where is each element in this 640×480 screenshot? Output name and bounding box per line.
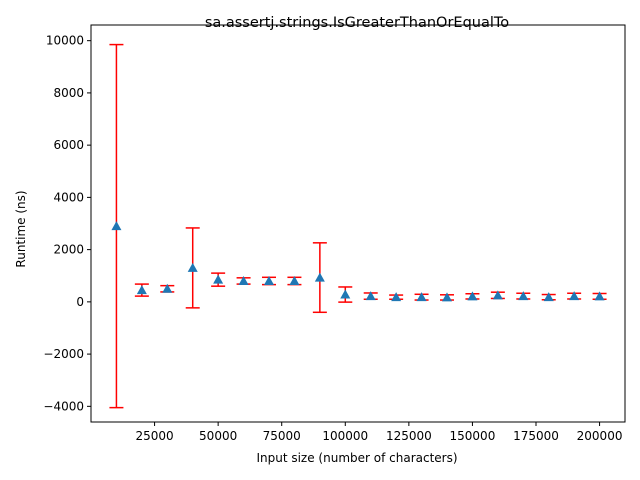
triangle-marker bbox=[238, 275, 249, 285]
triangle-marker bbox=[111, 221, 122, 231]
x-tick-label: 125000 bbox=[386, 429, 432, 443]
plot-area bbox=[109, 43, 607, 409]
data-point bbox=[312, 242, 327, 314]
data-point bbox=[363, 291, 378, 301]
data-point bbox=[134, 283, 149, 297]
triangle-marker bbox=[314, 272, 325, 282]
triangle-marker bbox=[365, 291, 376, 301]
data-point bbox=[160, 283, 175, 293]
triangle-marker bbox=[492, 290, 503, 300]
x-tick-label: 150000 bbox=[450, 429, 496, 443]
y-axis-title: Runtime (ns) bbox=[14, 190, 28, 267]
data-point bbox=[185, 227, 200, 309]
data-point bbox=[440, 292, 454, 302]
triangle-marker bbox=[518, 291, 529, 301]
y-tick-label: −2000 bbox=[43, 347, 84, 361]
triangle-marker bbox=[543, 292, 554, 302]
triangle-marker bbox=[213, 274, 224, 284]
y-tick-label: 6000 bbox=[53, 138, 84, 152]
triangle-marker bbox=[391, 292, 402, 302]
data-point bbox=[262, 275, 276, 286]
data-point bbox=[490, 290, 505, 300]
y-axis: −4000 −2000 0 2000 4000 6000 8000 10000 bbox=[43, 34, 91, 413]
data-point bbox=[338, 286, 353, 303]
triangle-marker bbox=[289, 275, 300, 285]
triangle-marker bbox=[569, 291, 580, 301]
plot-frame bbox=[90, 24, 626, 423]
data-point bbox=[592, 291, 607, 301]
triangle-marker bbox=[162, 283, 173, 293]
triangle-marker bbox=[442, 292, 452, 302]
y-tick-label: −4000 bbox=[43, 399, 84, 413]
triangle-marker bbox=[340, 289, 351, 299]
data-point bbox=[567, 291, 582, 301]
data-point bbox=[211, 272, 226, 287]
data-point bbox=[236, 275, 251, 285]
data-point bbox=[287, 275, 302, 286]
triangle-marker bbox=[136, 285, 147, 295]
data-point bbox=[389, 292, 404, 302]
data-point bbox=[465, 291, 480, 301]
y-tick-label: 8000 bbox=[53, 86, 84, 100]
y-tick-label: 10000 bbox=[46, 34, 84, 48]
y-tick-label: 2000 bbox=[53, 243, 84, 257]
x-tick-label: 200000 bbox=[577, 429, 623, 443]
x-tick-label: 50000 bbox=[199, 429, 237, 443]
triangle-marker bbox=[187, 262, 198, 272]
triangle-marker bbox=[264, 275, 274, 285]
data-point bbox=[516, 291, 531, 301]
x-axis: 25000 50000 75000 100000 125000 150000 175000 2… bbox=[135, 422, 622, 443]
data-point bbox=[109, 43, 124, 409]
x-tick-label: 175000 bbox=[513, 429, 559, 443]
triangle-marker bbox=[467, 291, 478, 301]
x-tick-label: 25000 bbox=[135, 429, 173, 443]
data-point bbox=[541, 292, 556, 302]
x-tick-label: 75000 bbox=[263, 429, 301, 443]
chart-title: sa.assertj.strings.IsGreaterThanOrEqualT… bbox=[205, 15, 509, 31]
y-tick-label: 0 bbox=[76, 295, 84, 309]
x-axis-title: Input size (number of characters) bbox=[256, 451, 457, 465]
y-tick-label: 4000 bbox=[53, 190, 84, 204]
data-point bbox=[414, 292, 429, 302]
x-tick-label: 100000 bbox=[322, 429, 368, 443]
triangle-marker bbox=[594, 291, 605, 301]
triangle-marker bbox=[416, 292, 427, 302]
